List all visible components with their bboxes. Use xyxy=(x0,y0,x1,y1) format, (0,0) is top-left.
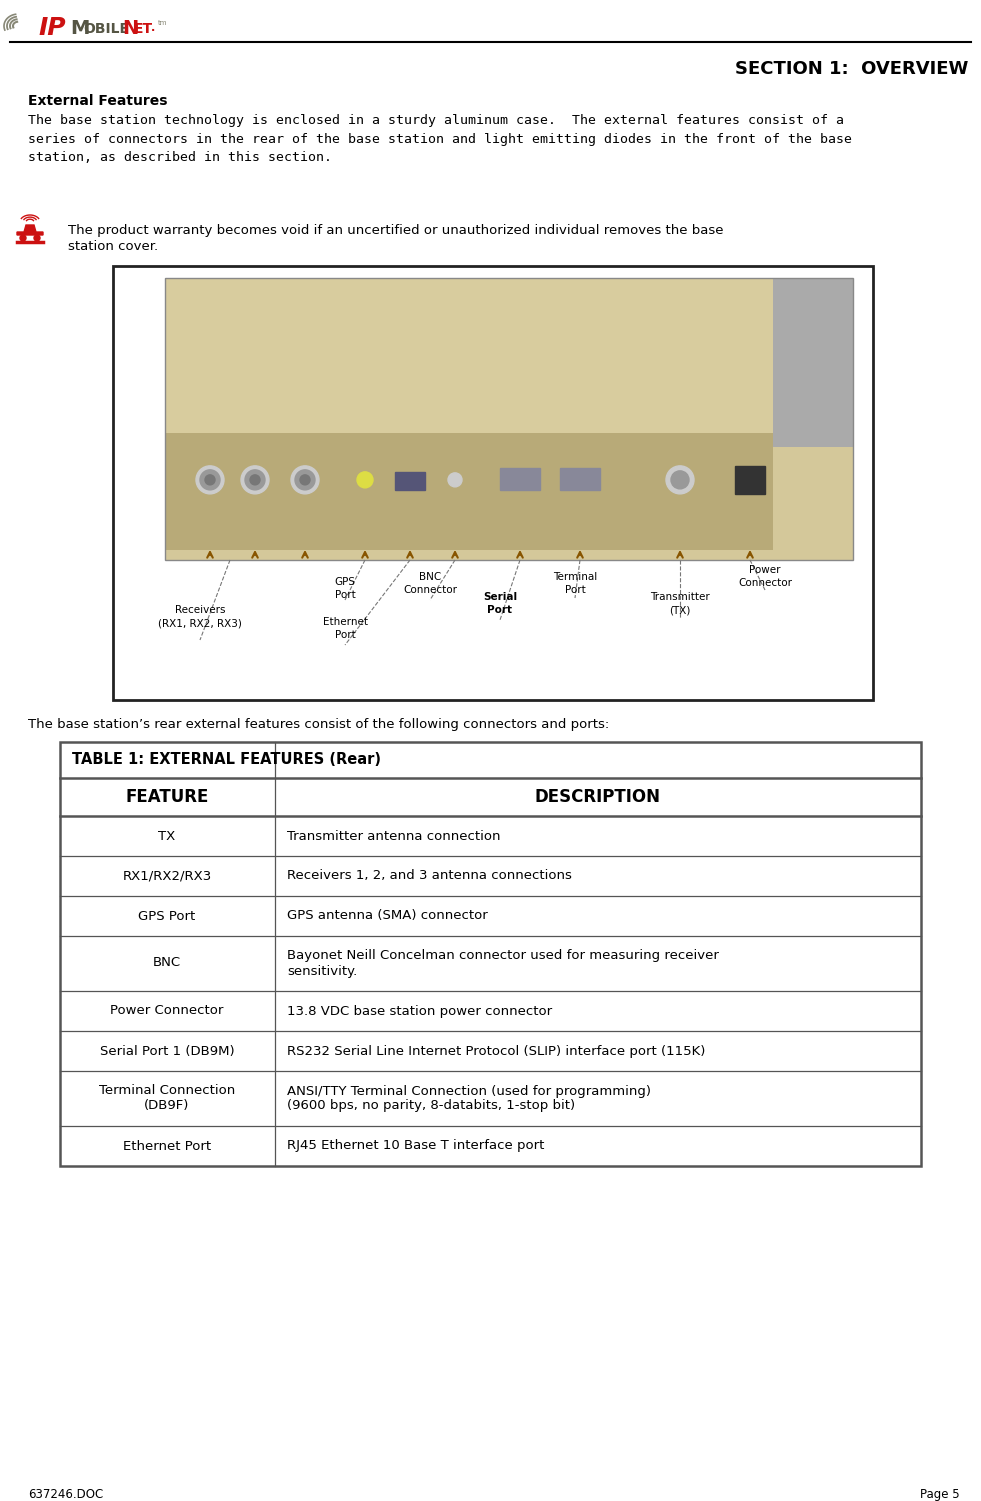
Circle shape xyxy=(241,465,269,494)
Text: Transmitter
(TX): Transmitter (TX) xyxy=(650,591,710,615)
Text: tm: tm xyxy=(158,20,168,26)
Text: SECTION 1:  OVERVIEW: SECTION 1: OVERVIEW xyxy=(735,60,968,78)
Circle shape xyxy=(250,474,260,485)
Text: The product warranty becomes void if an uncertified or unauthorized individual r: The product warranty becomes void if an … xyxy=(68,224,724,237)
Bar xyxy=(60,741,921,1166)
Bar xyxy=(165,278,853,560)
Circle shape xyxy=(34,236,40,242)
Text: .: . xyxy=(151,23,155,33)
Text: Serial
Port: Serial Port xyxy=(483,591,517,615)
Circle shape xyxy=(205,474,215,485)
Text: 13.8 VDC base station power connector: 13.8 VDC base station power connector xyxy=(287,1004,552,1018)
Text: (DB9F): (DB9F) xyxy=(144,1100,189,1112)
Text: External Features: External Features xyxy=(28,95,168,108)
Text: GPS antenna (SMA) connector: GPS antenna (SMA) connector xyxy=(287,910,488,923)
Circle shape xyxy=(666,465,694,494)
Text: N: N xyxy=(122,20,138,38)
Text: The base station technology is enclosed in a sturdy aluminum case.  The external: The base station technology is enclosed … xyxy=(28,114,852,164)
Text: FEATURE: FEATURE xyxy=(126,788,209,806)
Text: Receivers 1, 2, and 3 antenna connections: Receivers 1, 2, and 3 antenna connection… xyxy=(287,869,572,883)
Circle shape xyxy=(295,470,315,489)
Text: RJ45 Ethernet 10 Base T interface port: RJ45 Ethernet 10 Base T interface port xyxy=(287,1139,544,1153)
Text: Serial Port 1 (DB9M): Serial Port 1 (DB9M) xyxy=(100,1045,234,1058)
Circle shape xyxy=(300,474,310,485)
Bar xyxy=(395,471,425,489)
Circle shape xyxy=(291,465,319,494)
Circle shape xyxy=(20,236,26,242)
Text: TX: TX xyxy=(158,830,176,842)
Text: GPS
Port: GPS Port xyxy=(335,576,355,600)
Text: M: M xyxy=(70,20,89,38)
Circle shape xyxy=(200,470,220,489)
Text: Power Connector: Power Connector xyxy=(110,1004,224,1018)
Bar xyxy=(165,278,853,434)
Text: sensitivity.: sensitivity. xyxy=(287,965,357,977)
Bar xyxy=(165,434,773,549)
Circle shape xyxy=(245,470,265,489)
Text: Page 5: Page 5 xyxy=(920,1487,960,1501)
Text: Terminal
Port: Terminal Port xyxy=(553,572,597,596)
Text: DESCRIPTION: DESCRIPTION xyxy=(535,788,661,806)
Text: ET: ET xyxy=(134,23,153,36)
Text: GPS Port: GPS Port xyxy=(138,910,195,923)
Text: RX1/RX2/RX3: RX1/RX2/RX3 xyxy=(123,869,212,883)
Bar xyxy=(735,465,765,494)
Text: Terminal Connection: Terminal Connection xyxy=(99,1085,235,1097)
Text: 637246.DOC: 637246.DOC xyxy=(28,1487,103,1501)
Text: IP: IP xyxy=(38,17,66,41)
Bar xyxy=(773,278,853,447)
Text: Ethernet
Port: Ethernet Port xyxy=(323,617,368,641)
Text: BNC: BNC xyxy=(153,956,181,970)
Bar xyxy=(113,266,873,699)
Text: RS232 Serial Line Internet Protocol (SLIP) interface port (115K): RS232 Serial Line Internet Protocol (SLI… xyxy=(287,1045,705,1058)
Bar xyxy=(560,468,600,489)
Text: Power
Connector: Power Connector xyxy=(738,564,792,588)
Bar xyxy=(165,278,853,560)
Text: (9600 bps, no parity, 8-databits, 1-stop bit): (9600 bps, no parity, 8-databits, 1-stop… xyxy=(287,1100,575,1112)
Circle shape xyxy=(196,465,224,494)
Text: station cover.: station cover. xyxy=(68,240,158,254)
Text: Bayonet Neill Concelman connector used for measuring receiver: Bayonet Neill Concelman connector used f… xyxy=(287,950,719,962)
Text: The base station’s rear external features consist of the following connectors an: The base station’s rear external feature… xyxy=(28,717,609,731)
Circle shape xyxy=(357,471,373,488)
Circle shape xyxy=(671,471,689,489)
Text: OBILE: OBILE xyxy=(83,23,129,36)
Bar xyxy=(500,468,540,489)
Polygon shape xyxy=(17,225,43,236)
Text: TABLE 1: EXTERNAL FEATURES (Rear): TABLE 1: EXTERNAL FEATURES (Rear) xyxy=(72,752,381,767)
Text: Ethernet Port: Ethernet Port xyxy=(123,1139,211,1153)
Text: Receivers
(RX1, RX2, RX3): Receivers (RX1, RX2, RX3) xyxy=(158,605,242,629)
Text: Transmitter antenna connection: Transmitter antenna connection xyxy=(287,830,500,842)
Text: BNC
Connector: BNC Connector xyxy=(403,572,457,596)
Text: ANSI/TTY Terminal Connection (used for programming): ANSI/TTY Terminal Connection (used for p… xyxy=(287,1085,651,1097)
Circle shape xyxy=(448,473,462,486)
